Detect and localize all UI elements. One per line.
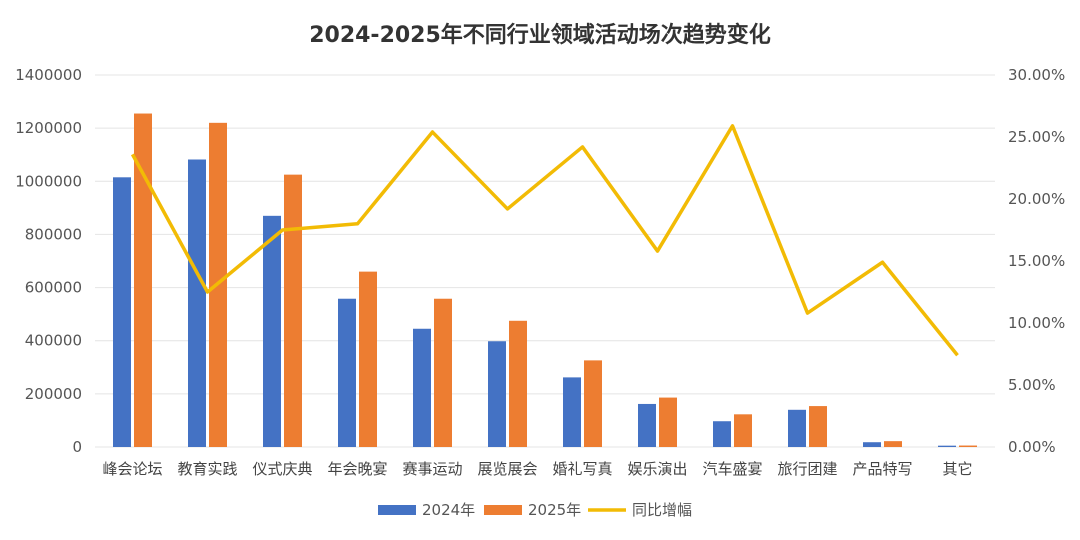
bar-2024-5	[488, 341, 506, 447]
left-tick-label: 1400000	[15, 66, 82, 84]
bar-2025-6	[584, 360, 602, 447]
category-label: 峰会论坛	[102, 460, 162, 478]
category-labels: 峰会论坛 教育实践 仪式庆典 年会晚宴 赛事运动 展览展会 婚礼写真 娱乐演出 汽车盛宴 旅行团建…	[102, 460, 972, 478]
left-tick-label: 0	[72, 438, 82, 456]
chart-title: 2024-2025年不同行业领域活动场次趋势变化	[309, 22, 771, 48]
bar-2024-8	[713, 421, 731, 447]
bar-2025-7	[659, 397, 677, 447]
category-label: 赛事运动	[402, 460, 462, 478]
bar-2025-3	[359, 271, 377, 447]
bar-2024-3	[338, 298, 356, 447]
bar-2025-5	[509, 320, 527, 447]
right-tick-label: 30.00%	[1008, 66, 1065, 84]
left-tick-label: 600000	[25, 279, 82, 297]
left-axis-ticks: 0 200000 400000 600000 800000 1000000 1200000 1…	[15, 66, 82, 456]
right-axis-ticks: 0.00% 5.00% 10.00% 15.00% 20.00% 25.00% 30.00%	[1008, 66, 1065, 456]
legend-label: 2025年	[528, 501, 581, 519]
bar-2024-9	[788, 409, 806, 447]
bar-2025-9	[809, 406, 827, 447]
growth-line	[130, 124, 959, 357]
category-label: 婚礼写真	[552, 460, 612, 478]
bar-2024-1	[188, 159, 206, 448]
bar-2025-0	[134, 113, 152, 448]
category-label: 教育实践	[177, 460, 237, 478]
right-tick-label: 25.00%	[1008, 128, 1065, 146]
right-tick-label: 5.00%	[1008, 376, 1056, 394]
left-tick-label: 1200000	[15, 119, 82, 137]
legend: 2024年 2025年 同比增幅	[378, 501, 692, 519]
category-label: 其它	[942, 460, 972, 478]
bar-2024-6	[563, 377, 581, 447]
bar-2024-0	[113, 177, 131, 448]
bar-2025-10	[884, 441, 902, 447]
legend-label: 同比增幅	[632, 501, 692, 519]
category-label: 展览展会	[477, 460, 537, 478]
category-label: 汽车盛宴	[702, 460, 762, 478]
bar-2024-11	[938, 445, 956, 447]
legend-swatch	[378, 505, 416, 515]
left-tick-label: 1000000	[15, 172, 82, 190]
bar-2025-8	[734, 414, 752, 447]
left-tick-label: 800000	[25, 225, 82, 243]
bars	[113, 113, 977, 448]
bar-2024-2	[263, 215, 281, 447]
bar-2025-11	[959, 445, 977, 447]
left-tick-label: 200000	[25, 385, 82, 403]
category-label: 旅行团建	[777, 460, 837, 478]
right-tick-label: 0.00%	[1008, 438, 1056, 456]
bar-2024-7	[638, 403, 656, 447]
legend-swatch	[484, 505, 522, 515]
right-tick-label: 10.00%	[1008, 314, 1065, 332]
bar-2025-4	[434, 298, 452, 447]
bar-2024-4	[413, 328, 431, 447]
right-tick-label: 15.00%	[1008, 252, 1065, 270]
legend-label: 2024年	[422, 501, 475, 519]
growth-line-path	[130, 124, 959, 357]
left-tick-label: 400000	[25, 332, 82, 350]
right-tick-label: 20.00%	[1008, 190, 1065, 208]
category-label: 仪式庆典	[252, 460, 312, 478]
grid-lines	[95, 74, 995, 448]
category-label: 娱乐演出	[627, 460, 687, 478]
category-label: 年会晚宴	[327, 460, 387, 478]
category-label: 产品特写	[852, 460, 912, 478]
bar-2024-10	[863, 442, 881, 447]
bar-2025-2	[284, 174, 302, 447]
